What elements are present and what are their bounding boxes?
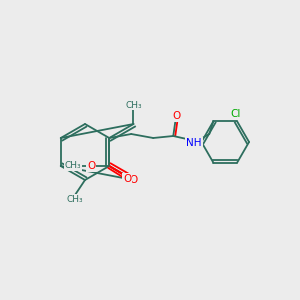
Text: CH₃: CH₃: [65, 161, 82, 170]
Text: Cl: Cl: [230, 110, 240, 119]
Text: O: O: [87, 161, 95, 171]
Text: CH₃: CH₃: [67, 194, 83, 203]
Text: NH: NH: [187, 138, 202, 148]
Text: CH₃: CH₃: [125, 100, 142, 109]
Text: O: O: [172, 111, 180, 121]
Text: O: O: [123, 174, 131, 184]
Text: O: O: [129, 175, 138, 185]
